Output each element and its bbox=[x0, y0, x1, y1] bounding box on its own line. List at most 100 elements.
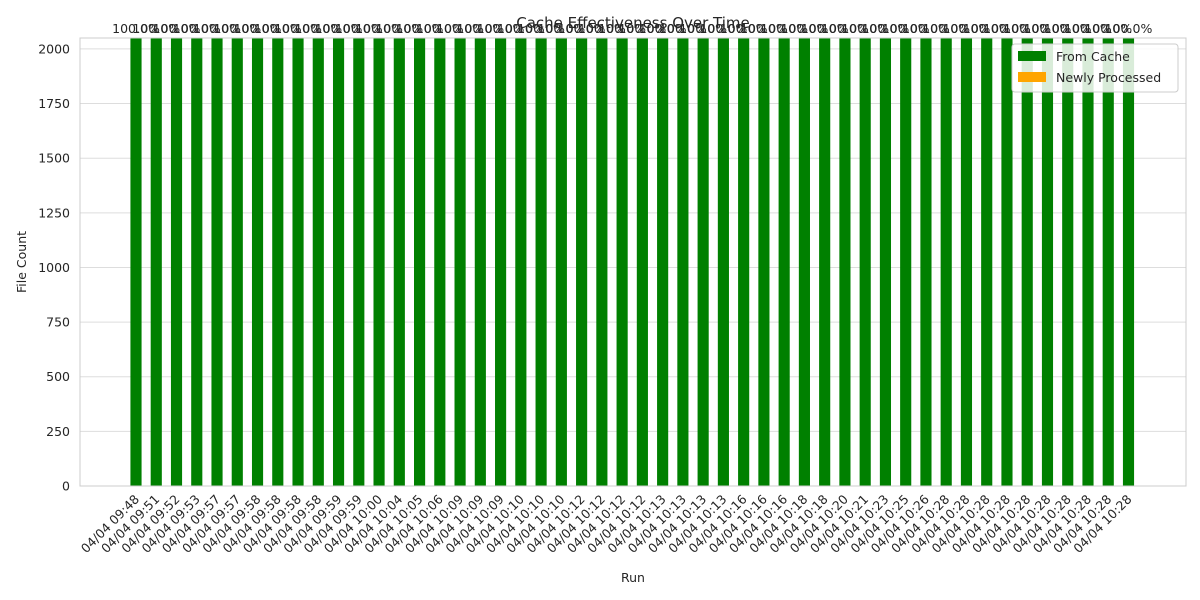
bar-from-cache bbox=[130, 38, 142, 486]
bar-from-cache bbox=[717, 38, 729, 486]
bar-from-cache bbox=[697, 38, 709, 486]
bar-percent-label: 100.0% bbox=[112, 21, 160, 36]
bar-percent-label: 100.0% bbox=[821, 21, 869, 36]
bar-from-cache bbox=[981, 38, 993, 486]
bar-percent-label: 100.0% bbox=[375, 21, 423, 36]
bar-percent-label: 100.0% bbox=[436, 21, 484, 36]
bar-from-cache bbox=[960, 38, 973, 486]
bar-from-cache bbox=[1122, 38, 1135, 486]
bar-from-cache bbox=[819, 38, 831, 486]
bar-from-cache bbox=[170, 38, 183, 486]
bar-percent-label: 100.0% bbox=[659, 21, 707, 36]
bar-percent-label: 100.0% bbox=[193, 21, 241, 36]
legend-box bbox=[1011, 43, 1179, 93]
bar-percent-label: 100.0% bbox=[497, 21, 545, 36]
bar-percent-label: 100.0% bbox=[578, 21, 626, 36]
bar-from-cache bbox=[859, 38, 871, 486]
legend-swatch-from-cache bbox=[1018, 51, 1046, 61]
bars bbox=[130, 38, 1135, 486]
bar-percent-label: 100.0% bbox=[558, 21, 606, 36]
bar-percent-label: 100.0% bbox=[254, 21, 302, 36]
bar-from-cache bbox=[495, 38, 507, 486]
bar-percent-label: 100.0% bbox=[598, 21, 646, 36]
bar-percent-label: 100.0% bbox=[1003, 21, 1051, 36]
bar-percent-label: 100.0% bbox=[517, 21, 565, 36]
bar-percent-label: 100.0% bbox=[882, 21, 930, 36]
bar-from-cache bbox=[393, 38, 405, 486]
bar-from-cache bbox=[292, 38, 304, 486]
y-tick-label: 1250 bbox=[38, 205, 70, 220]
bar-percent-label: 100.0% bbox=[1064, 21, 1112, 36]
bar-labels: 100.0%100.0%100.0%100.0%100.0%100.0%100.… bbox=[112, 21, 1152, 36]
bar-percent-label: 100.0% bbox=[700, 21, 748, 36]
y-tick-label: 1000 bbox=[38, 260, 70, 275]
bar-from-cache bbox=[1021, 38, 1033, 486]
legend-label-from-cache: From Cache bbox=[1056, 49, 1130, 64]
bar-percent-label: 100.0% bbox=[801, 21, 849, 36]
bar-percent-label: 100.0% bbox=[132, 21, 180, 36]
bar-from-cache bbox=[373, 38, 385, 486]
legend-label-newly-processed: Newly Processed bbox=[1056, 70, 1161, 85]
bar-from-cache bbox=[1001, 38, 1013, 486]
bar-from-cache bbox=[414, 38, 426, 486]
bar-from-cache bbox=[515, 38, 527, 486]
y-tick-label: 250 bbox=[46, 424, 70, 439]
bar-from-cache bbox=[636, 38, 648, 486]
chart-title: Cache Effectiveness Over Time bbox=[516, 14, 750, 32]
bar-from-cache bbox=[555, 38, 567, 486]
bar-from-cache bbox=[596, 38, 608, 486]
bar-percent-label: 100.0% bbox=[781, 21, 829, 36]
bar-from-cache bbox=[758, 38, 770, 486]
legend-swatch-newly-processed bbox=[1018, 72, 1046, 82]
bar-percent-label: 100.0% bbox=[1084, 21, 1132, 36]
bar-from-cache bbox=[798, 38, 810, 486]
bar-percent-label: 100.0% bbox=[153, 21, 201, 36]
bar-from-cache bbox=[1062, 38, 1074, 486]
bar-percent-label: 100.0% bbox=[902, 21, 950, 36]
bar-from-cache bbox=[1102, 38, 1114, 486]
bar-percent-label: 100.0% bbox=[943, 21, 991, 36]
y-tick-label: 0 bbox=[62, 479, 70, 494]
bar-percent-label: 100.0% bbox=[538, 21, 586, 36]
y-axis-ticks: 0 250 500 750 1000 1250 1500 1750 2000 bbox=[38, 41, 70, 493]
bar-percent-label: 100.0% bbox=[335, 21, 383, 36]
bar-from-cache bbox=[272, 38, 284, 486]
plot-frame bbox=[79, 37, 1187, 487]
bar-from-cache bbox=[150, 38, 162, 486]
bar-percent-label: 100.0% bbox=[619, 21, 667, 36]
bar-percent-label: 100.0% bbox=[862, 21, 910, 36]
bar-percent-label: 100.0% bbox=[457, 21, 505, 36]
bar-percent-label: 100.0% bbox=[173, 21, 221, 36]
bar-from-cache bbox=[900, 38, 912, 486]
plot-background bbox=[80, 38, 1186, 486]
bar-percent-label: 100.0% bbox=[1044, 21, 1092, 36]
bar-percent-label: 100.0% bbox=[213, 21, 261, 36]
y-tick-label: 1750 bbox=[38, 96, 70, 111]
bar-percent-label: 100.0% bbox=[396, 21, 444, 36]
bar-from-cache bbox=[940, 38, 952, 486]
bar-percent-label: 100.0% bbox=[679, 21, 727, 36]
bar-from-cache bbox=[616, 38, 628, 486]
legend: From Cache Newly Processed bbox=[1011, 43, 1179, 93]
bar-from-cache bbox=[778, 38, 790, 486]
y-tick-label: 2000 bbox=[38, 41, 70, 56]
bar-from-cache bbox=[879, 38, 892, 486]
bar-percent-label: 100.0% bbox=[416, 21, 464, 36]
bar-from-cache bbox=[657, 38, 669, 486]
bar-percent-label: 100.0% bbox=[1105, 21, 1153, 36]
bar-percent-label: 100.0% bbox=[294, 21, 342, 36]
bar-from-cache bbox=[1082, 38, 1094, 486]
bar-from-cache bbox=[920, 38, 932, 486]
bar-percent-label: 100.0% bbox=[315, 21, 363, 36]
bar-percent-label: 100.0% bbox=[841, 21, 889, 36]
bar-percent-label: 100.0% bbox=[355, 21, 403, 36]
bar-percent-label: 100.0% bbox=[639, 21, 687, 36]
bar-from-cache bbox=[251, 38, 264, 486]
bar-from-cache bbox=[1041, 38, 1054, 486]
bar-percent-label: 100.0% bbox=[720, 21, 768, 36]
y-axis-label: File Count bbox=[14, 231, 29, 293]
bar-from-cache bbox=[677, 38, 689, 486]
bar-from-cache bbox=[454, 38, 466, 486]
bar-from-cache bbox=[332, 38, 345, 486]
bar-from-cache bbox=[434, 38, 446, 486]
